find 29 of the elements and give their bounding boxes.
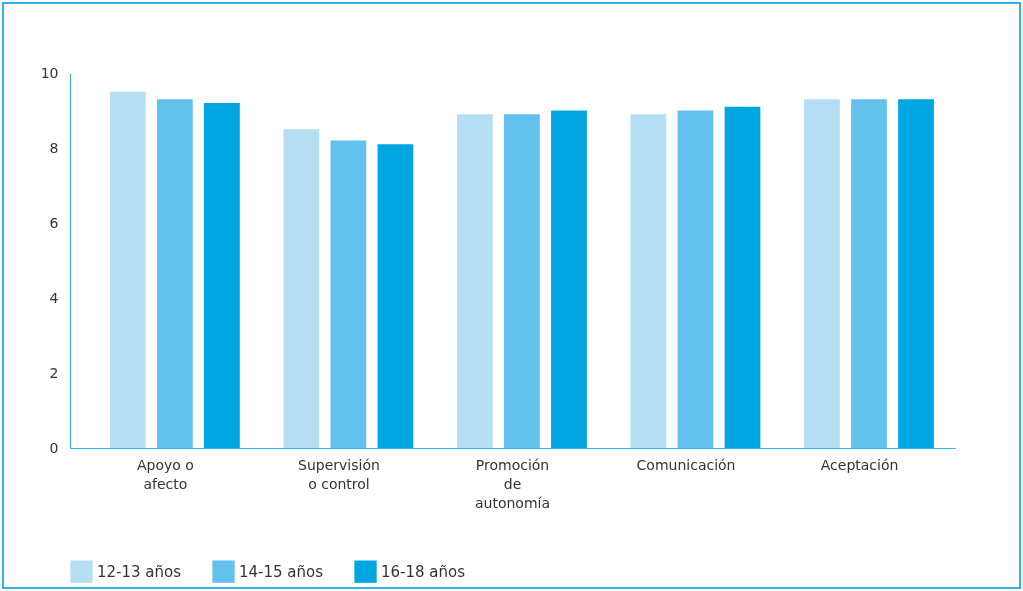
bar <box>283 129 320 448</box>
legend-label: 14-15 años <box>239 562 324 581</box>
bar <box>551 110 587 448</box>
bar <box>724 106 761 448</box>
x-tick-label: Promoción de autonomía <box>474 456 551 511</box>
y-tick-label: 2 <box>49 364 59 381</box>
y-tick-label: 8 <box>49 139 59 156</box>
y-tick-label: 4 <box>49 289 59 306</box>
bar <box>630 114 667 448</box>
bar <box>456 114 493 448</box>
bar <box>377 144 414 448</box>
bar <box>204 103 240 448</box>
bar <box>898 99 934 448</box>
bar <box>677 110 714 448</box>
x-tick-label: Aceptación <box>820 456 899 473</box>
legend-label: 12-13 años <box>97 562 182 581</box>
bar <box>156 99 193 448</box>
y-tick-label: 6 <box>49 214 59 231</box>
x-tick-label: Comunicación <box>636 456 736 473</box>
y-tick-label: 10 <box>40 64 59 81</box>
bar <box>804 99 840 448</box>
legend-label: 16-18 años <box>381 562 466 581</box>
x-tick-label: Apoyo o afecto <box>136 456 194 492</box>
bar <box>851 99 887 448</box>
x-tick-label: Supervisión o control <box>298 456 380 492</box>
bar <box>109 91 146 448</box>
bar <box>504 114 540 448</box>
y-tick-label: 0 <box>49 439 59 456</box>
bar <box>330 140 367 448</box>
